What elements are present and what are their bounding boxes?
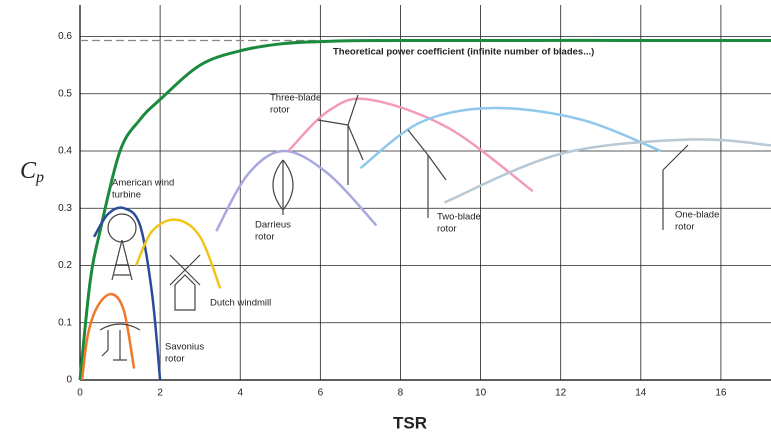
y-tick-label: 0.5 [58, 88, 72, 99]
curve-label: turbine [112, 190, 141, 201]
x-axis-label: TSR [393, 413, 427, 432]
x-tick-label: 12 [555, 388, 567, 399]
curve-label: One-blade [675, 210, 719, 221]
y-axis-label: Cp [20, 158, 44, 186]
rotor-curve [78, 38, 771, 381]
y-tick-label: 0.1 [58, 317, 72, 328]
curve-label: Three-blade [270, 93, 321, 104]
three-blade-icon [317, 94, 364, 185]
y-tick-label: 0 [66, 375, 72, 386]
curve-label: Theoretical power coefficient (infinite … [333, 47, 594, 58]
x-tick-label: 6 [318, 388, 324, 399]
dutch-icon [169, 254, 201, 311]
american-icon [107, 213, 137, 281]
darrieus-icon [272, 159, 294, 215]
y-tick-label: 0.4 [58, 146, 72, 157]
x-tick-label: 2 [157, 388, 163, 399]
x-tick-label: 10 [475, 388, 487, 399]
curve-label: Dutch windmill [210, 298, 271, 309]
curve-label: American wind [112, 178, 174, 189]
rotor-curve [92, 206, 162, 381]
y-tick-label: 0.3 [58, 203, 72, 214]
x-tick-label: 0 [77, 388, 83, 399]
rotor-curve [134, 218, 222, 289]
curve-label: Two-blade [437, 212, 481, 223]
x-tick-label: 16 [715, 388, 727, 399]
curve-label: Savonius [165, 342, 204, 353]
x-tick-label: 14 [635, 388, 647, 399]
y-label-subscript: p [35, 169, 44, 186]
curve-label: Darrieus [255, 220, 291, 231]
one-blade-icon [662, 144, 689, 230]
y-label-symbol: C [20, 158, 37, 184]
savonius-icon [99, 323, 141, 361]
curve-label: rotor [437, 224, 457, 235]
curve-label: rotor [165, 354, 185, 365]
two-blade-icon [407, 129, 447, 218]
rotor-curve [444, 138, 771, 204]
x-tick-label: 4 [237, 388, 243, 399]
x-tick-label: 8 [398, 388, 404, 399]
rotor-icons [99, 94, 689, 361]
curve-label: rotor [255, 232, 275, 243]
curve-label: rotor [270, 105, 290, 116]
rotor-curve [80, 292, 136, 381]
y-tick-label: 0.6 [58, 31, 72, 42]
y-tick-label: 0.2 [58, 260, 72, 271]
curve-label: rotor [675, 222, 695, 233]
rotor-curve [359, 106, 662, 170]
rotor-curve [287, 97, 534, 193]
rotor-curve [215, 149, 378, 232]
